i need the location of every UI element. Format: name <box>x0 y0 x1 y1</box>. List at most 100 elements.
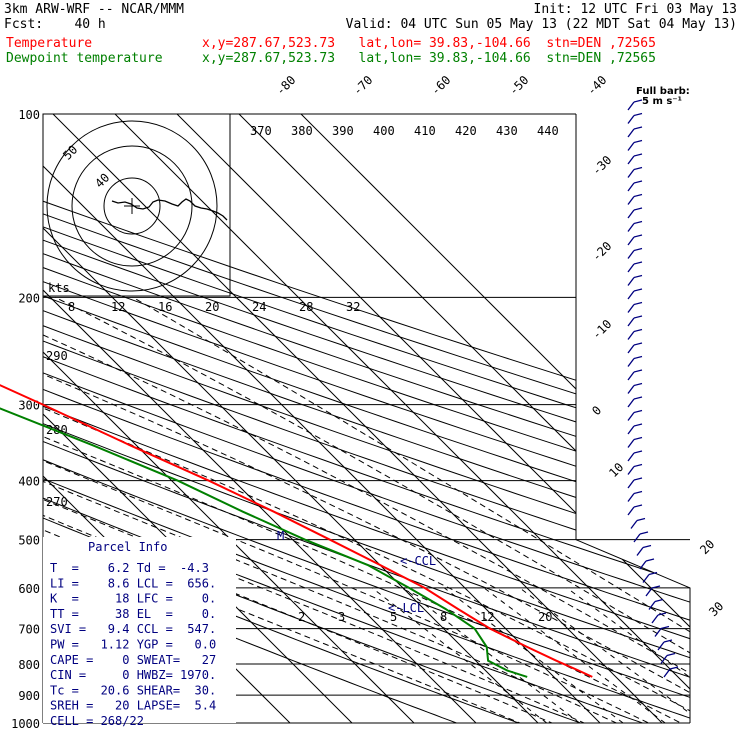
wind-barb-flag <box>642 544 652 549</box>
dry-adiabat-370 <box>43 114 690 723</box>
mixing-lower-label-2: 2 <box>298 610 305 624</box>
wind-barb-staff <box>663 668 671 678</box>
parcel-info-row: TT = 38 EL = 0. <box>50 607 216 621</box>
wind-barb-flag <box>633 463 643 468</box>
mixing-upper-label-32: 32 <box>346 300 360 314</box>
theta-label-410: 410 <box>414 124 436 138</box>
wind-barb-staff <box>627 263 635 273</box>
hodograph-ring-label-40: 40 <box>92 170 112 190</box>
wind-barb-flag <box>633 315 643 319</box>
wind-barb-flag <box>657 612 667 616</box>
dry-adiabat-280 <box>43 114 680 723</box>
dewpoint-legend-label: Dewpoint temperature <box>6 51 163 66</box>
parcel-info-row: SREH = 20 LAPSE= 5.4 <box>50 699 216 713</box>
wind-barb-flag <box>633 153 643 157</box>
isotherm-30 <box>176 114 690 723</box>
dewpoint-legend-info: x,y=287.67,523.73 lat,lon= 39.83,-104.66… <box>202 51 656 66</box>
parcel-info-row: K = 18 LFC = 0. <box>50 592 216 606</box>
mixing-lower-label-20: 20 <box>538 610 552 624</box>
wind-barb-flag <box>645 558 655 562</box>
wind-barb-staff <box>627 182 635 192</box>
wind-barb-staff <box>627 493 635 502</box>
isotherm-label--60: -60 <box>428 73 453 98</box>
wind-barb-staff <box>648 601 656 610</box>
mixing-lower-label-12: 12 <box>480 610 494 624</box>
wind-barb-staff <box>642 574 650 583</box>
mixing-lower-label-3: 3 <box>338 610 345 624</box>
hodograph-ring-label-50: 50 <box>60 142 80 162</box>
mixing-upper-label-16: 16 <box>158 300 172 314</box>
hodograph: 50 40 kts <box>42 113 231 297</box>
moist-adiabat--5 <box>43 296 583 723</box>
hodograph-frame <box>42 113 231 297</box>
parcel-info-row: CELL = 268/22 <box>50 714 144 728</box>
wind-barb-staff <box>627 155 635 165</box>
wind-barb-staff <box>657 641 665 651</box>
wind-barb-flag <box>633 396 643 400</box>
wind-barb-flag <box>633 342 643 346</box>
pressure-label-1000: 1000 <box>11 717 40 731</box>
barb-header-line1: Full barb: <box>636 86 690 97</box>
pressure-label-700: 700 <box>18 623 40 637</box>
m-marker: M <box>277 529 284 543</box>
wind-barb-staff <box>627 236 635 246</box>
theta-label-440: 440 <box>537 124 559 138</box>
dry-adiabat-380 <box>43 114 690 723</box>
pressure-label-800: 800 <box>18 658 40 672</box>
wind-barb-staff <box>627 358 635 367</box>
isotherm-label--10: -10 <box>589 317 614 342</box>
wind-barb-flag <box>633 99 643 103</box>
wind-barb-flag <box>633 180 643 184</box>
dry-adiabat-420 <box>43 114 690 723</box>
wind-barb-flag <box>633 477 643 481</box>
mixing-ratio-12 <box>519 587 690 723</box>
dry-adiabat-lines <box>43 114 690 723</box>
moist-adiabat-0 <box>43 296 614 723</box>
wind-barb-flag <box>666 652 676 657</box>
theta-low-label-290: 290 <box>46 349 68 363</box>
pressure-label-300: 300 <box>18 399 40 413</box>
parcel-info-row: CIN = 0 HWBZ= 1970. <box>50 668 216 682</box>
wind-barb-flag <box>633 450 643 454</box>
wind-barb-flag <box>633 504 643 508</box>
sounding-profiles <box>0 384 593 678</box>
wind-barb-staff <box>627 128 635 138</box>
dry-adiabat-320 <box>43 114 690 723</box>
wind-barb-flag <box>633 112 643 117</box>
wind-barb-staff <box>660 655 668 664</box>
mixing-ratio-3 <box>402 587 580 723</box>
wind-barb-flag <box>648 571 658 576</box>
wind-barb-staff <box>627 196 635 205</box>
theta-label-400: 400 <box>373 124 395 138</box>
wind-barb-staff <box>627 425 635 435</box>
wind-barb-staff <box>627 290 635 300</box>
temperature-legend-label: Temperature <box>6 36 93 51</box>
dry-adiabat-390 <box>43 114 690 723</box>
moist-adiabat-5 <box>43 296 645 723</box>
wind-barb-flag <box>633 301 643 306</box>
parcel-info-row: CAPE = 0 SWEAT= 27 <box>50 653 216 667</box>
wind-barb-flag <box>669 666 679 670</box>
ccl-marker: <-CCL <box>400 554 436 568</box>
wind-barb-flag <box>633 234 643 238</box>
isotherm--20 <box>43 114 477 723</box>
right-axis-lower <box>575 539 691 723</box>
isotherm-label-10: 10 <box>606 460 626 480</box>
isotherm-0 <box>43 114 601 723</box>
wind-barb-staff <box>627 398 635 408</box>
dry-adiabat-430 <box>43 114 690 723</box>
wind-barb-staff <box>627 101 635 111</box>
wind-barb-flag <box>633 247 643 252</box>
isotherm-label-30: 30 <box>706 599 726 619</box>
mixing-ratio-8 <box>483 587 666 723</box>
pressure-label-400: 400 <box>18 475 40 489</box>
model-title: 3km ARW-WRF -- NCAR/MMM <box>4 2 185 17</box>
wind-barb-flag <box>633 328 643 333</box>
forecast-hour: Fcst: 40 h <box>4 17 106 32</box>
mixing-upper-label-20: 20 <box>205 300 219 314</box>
valid-time: Valid: 04 UTC Sun 05 May 13 (22 MDT Sat … <box>345 17 737 32</box>
wind-barb-flag <box>633 355 643 360</box>
wind-barb-flag <box>633 126 643 130</box>
wind-barb-flag <box>633 423 643 427</box>
